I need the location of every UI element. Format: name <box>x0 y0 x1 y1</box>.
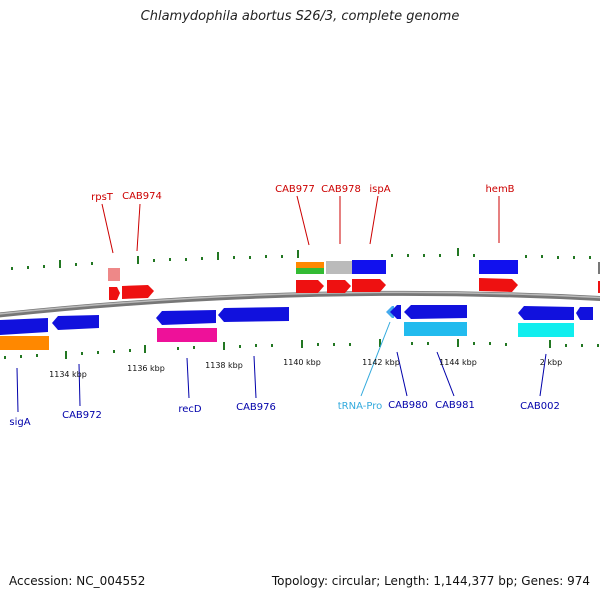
gene-sigA-cog <box>0 336 49 350</box>
forward-strand-genes <box>108 260 600 300</box>
gene-edge-reverse-arrow <box>576 307 593 320</box>
gene-rpsT-cog <box>108 268 120 281</box>
gene-label-CAB978[interactable]: CAB978 <box>321 184 361 195</box>
gene-label-CAB972[interactable]: CAB972 <box>62 410 102 421</box>
gene-rpsT-arrow[interactable] <box>109 287 120 300</box>
gene-CAB977-cog-orange <box>296 262 324 268</box>
gene-recD-arrow[interactable] <box>156 310 216 325</box>
gene-CAB976-arrow[interactable] <box>218 307 289 322</box>
gene-label-CAB980[interactable]: CAB980 <box>388 400 428 411</box>
gene-label-CAB981[interactable]: CAB981 <box>435 400 475 411</box>
gene-label-tRNA-Pro[interactable]: tRNA-Pro <box>338 401 382 412</box>
gene-CAB002-arrow[interactable] <box>518 306 574 320</box>
kbp-label-1138: 1138 kbp <box>205 361 243 370</box>
gene-sigA-arrow[interactable] <box>0 318 48 335</box>
accession-text: Accession: NC_004552 <box>9 574 146 588</box>
gene-CAB977-arrow[interactable] <box>296 280 324 293</box>
gene-label-rpsT[interactable]: rpsT <box>91 192 114 203</box>
gene-CAB978-cog <box>326 261 352 274</box>
gene-label-CAB974[interactable]: CAB974 <box>122 191 162 202</box>
gene-CAB981-arrow[interactable] <box>404 305 467 319</box>
gene-CAB972-arrow[interactable] <box>52 315 99 330</box>
kbp-label-1136: 1136 kbp <box>127 364 165 373</box>
page-title: Chlamydophila abortus S26/3, complete ge… <box>140 9 460 24</box>
reverse-label-lines <box>16 351 547 413</box>
trna-label-line <box>360 321 391 397</box>
upper-tick-track <box>11 248 591 270</box>
gene-ispA-cog <box>352 260 386 274</box>
gene-label-ispA[interactable]: ispA <box>369 184 390 195</box>
gene-hemB-arrow[interactable] <box>479 278 518 292</box>
gene-CAB977-cog-green <box>296 268 324 274</box>
gene-label-CAB002[interactable]: CAB002 <box>520 401 560 412</box>
genome-summary-text: Topology: circular; Length: 1,144,377 bp… <box>271 574 590 588</box>
kbp-label-1144: 1144 kbp <box>439 358 477 367</box>
gene-CAB002-cog <box>518 323 574 337</box>
gene-edge-cog <box>598 262 600 274</box>
gene-recD-cog <box>157 328 217 342</box>
kbp-label-1142: 1142 kbp <box>362 358 400 367</box>
gene-CAB978-arrow[interactable] <box>327 280 351 293</box>
gene-label-recD[interactable]: recD <box>178 404 202 415</box>
gene-CAB980-arrow[interactable] <box>390 305 401 319</box>
gene-label-hemB[interactable]: hemB <box>485 184 514 195</box>
kbp-label-1134: 1134 kbp <box>49 370 87 379</box>
kbp-label-1140: 1140 kbp <box>283 358 321 367</box>
gene-hemB-cog <box>479 260 518 274</box>
gene-label-CAB977[interactable]: CAB977 <box>275 184 315 195</box>
kbp-label-2: 2 kbp <box>540 358 562 367</box>
gene-label-CAB976[interactable]: CAB976 <box>236 402 276 413</box>
gene-edge-arrow <box>598 281 600 293</box>
gene-CAB981-cog <box>404 322 467 336</box>
gene-label-sigA[interactable]: sigA <box>9 417 30 428</box>
lower-tick-track <box>4 339 599 359</box>
gene-ispA-arrow[interactable] <box>352 279 386 292</box>
forward-label-lines <box>101 195 500 254</box>
genome-backbone-highlight <box>0 291 600 315</box>
reverse-strand-genes <box>0 305 593 350</box>
gene-CAB974-arrow[interactable] <box>122 285 154 299</box>
genome-backbone <box>0 290 600 318</box>
